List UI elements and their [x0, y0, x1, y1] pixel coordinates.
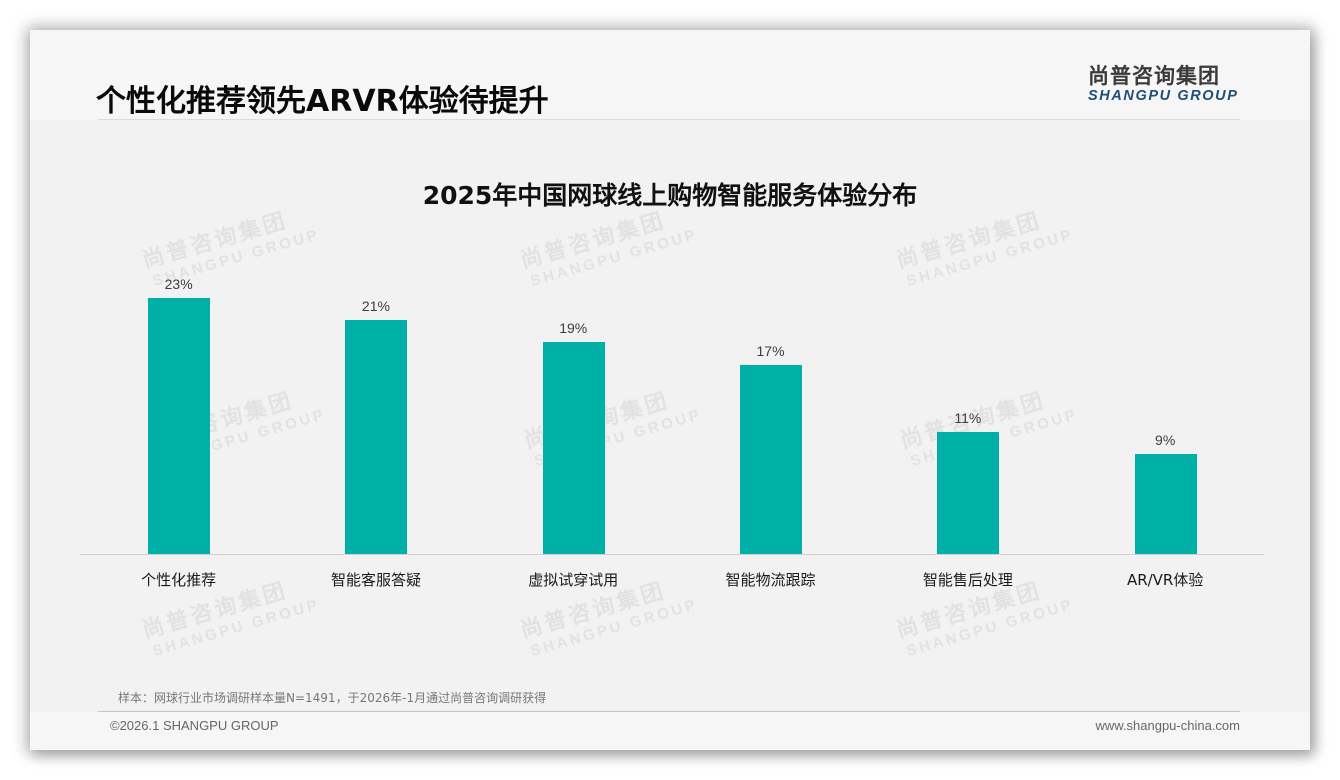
category-label: 个性化推荐 — [141, 571, 217, 589]
bar-group: 19% 虚拟试穿试用 — [475, 260, 672, 589]
bar-group: 17% 智能物流跟踪 — [672, 260, 869, 589]
copyright-text: ©2026.1 SHANGPU GROUP — [110, 718, 279, 733]
bar-group: 21% 智能客服答疑 — [277, 260, 474, 589]
category-label: 智能售后处理 — [922, 571, 1013, 589]
bar-group: 9% AR/VR体验 — [1067, 260, 1264, 589]
website-link[interactable]: www.shangpu-china.com — [1095, 718, 1240, 733]
chart-title: 2025年中国网球线上购物智能服务体验分布 — [422, 181, 918, 210]
category-label: AR/VR体验 — [1126, 571, 1204, 589]
logo-en-text: SHANGPU GROUP — [1088, 88, 1239, 104]
bar-group: 23% 个性化推荐 — [80, 260, 277, 589]
bar — [739, 364, 802, 554]
bar — [345, 320, 408, 554]
bar-value-label: 23% — [164, 275, 193, 292]
x-axis-line — [80, 554, 1264, 555]
bar-value-label: 9% — [1155, 431, 1176, 448]
bar — [937, 431, 1000, 554]
bar-chart: 23% 个性化推荐 21% 智能客服答疑 19% 虚拟试穿试用 17% 智能物流… — [80, 260, 1264, 590]
bar — [148, 297, 210, 554]
bar — [542, 342, 605, 554]
category-label: 智能客服答疑 — [330, 571, 421, 589]
category-label: 虚拟试穿试用 — [528, 571, 619, 589]
bar-group: 11% 智能售后处理 — [869, 260, 1066, 590]
content-area — [30, 120, 1310, 712]
category-label: 智能物流跟踪 — [725, 571, 816, 589]
bar-value-label: 21% — [361, 298, 390, 315]
bar-value-label: 19% — [559, 320, 588, 337]
logo-cn-text: 尚普咨询集团 — [1088, 64, 1220, 88]
page-title: 个性化推荐领先ARVR体验待提升 — [96, 84, 549, 119]
footer-divider — [98, 711, 1240, 712]
sample-note: 样本：网球行业市场调研样本量N=1491，于2026年-1月通过尚普咨询调研获得 — [118, 691, 547, 705]
slide: 尚普咨询集团 SHANGPU GROUP 尚普咨询集团 SHANGPU GROUP … — [30, 30, 1310, 750]
title-divider — [98, 119, 1240, 120]
company-logo: 尚普咨询集团 SHANGPU GROUP — [1088, 64, 1238, 104]
bar-value-label: 17% — [756, 342, 785, 359]
bar-value-label: 11% — [954, 409, 982, 426]
bar — [1134, 453, 1197, 554]
